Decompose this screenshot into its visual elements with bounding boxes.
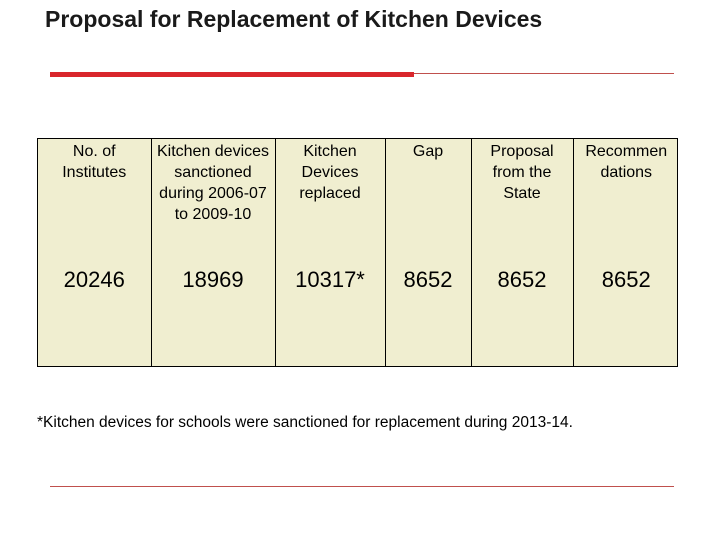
- header-no-of-institutes: No. of Institutes: [62, 143, 127, 181]
- cell-devices-replaced: 10317*: [274, 255, 385, 366]
- bottom-divider-line: [50, 486, 674, 487]
- cell-proposal: 8652: [470, 255, 573, 366]
- accent-divider: [50, 72, 414, 77]
- divider-line: [414, 73, 674, 74]
- data-table-container: No. of Institutes Kitchen devices sancti…: [37, 138, 679, 367]
- footnote: *Kitchen devices for schools were sancti…: [37, 414, 573, 431]
- table-row: 20246 18969 10317* 8652 8652 8652: [38, 255, 679, 366]
- table-header-row: No. of Institutes Kitchen devices sancti…: [38, 139, 679, 255]
- replacement-table: No. of Institutes Kitchen devices sancti…: [38, 139, 679, 366]
- cell-devices-sanctioned: 18969: [150, 255, 275, 366]
- header-recommendations: Recommen dations: [572, 139, 679, 255]
- header-devices-sanctioned: Kitchen devices sanctioned during 2006-0…: [150, 139, 275, 255]
- cell-recommendations: 8652: [572, 255, 679, 366]
- header-devices-replaced: Kitchen Devices replaced: [274, 139, 385, 255]
- cell-gap: 8652: [384, 255, 471, 366]
- header-gap: Gap: [384, 139, 471, 255]
- header-proposal: Proposal from the State: [470, 139, 573, 255]
- cell-no-of-institutes: 20246: [63, 267, 125, 292]
- page-title: Proposal for Replacement of Kitchen Devi…: [45, 6, 543, 32]
